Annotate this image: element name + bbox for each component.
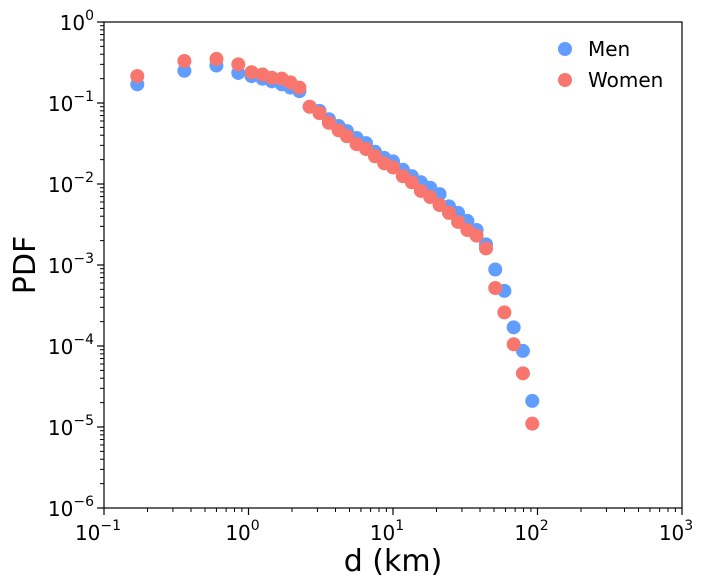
legend-marker-women [558,73,572,87]
women-data-point [432,198,447,213]
women-data-point [339,129,354,144]
y-tick-label: 10−1 [48,89,94,116]
men-data-point [488,262,503,277]
women-data-point [441,205,456,220]
x-axis-title: d (km) [344,544,443,579]
data-points [130,51,540,431]
men-data-point [525,393,540,408]
women-data-point [177,54,192,69]
x-tick-label: 101 [370,518,404,545]
women-data-point [386,160,400,175]
axis-ticks: 10−1 100 101 102 103 100 10−1 10−2 10−3 10−4 10−5 1… [48,8,693,545]
women-data-point [497,305,512,320]
women-data-point [451,214,466,229]
women-data-point [488,281,503,296]
women-data-point [404,175,419,190]
y-tick-label: 10−2 [48,170,94,197]
women-data-point [469,228,484,243]
men-data-point [506,320,521,335]
x-tick-label: 103 [659,518,693,545]
y-tick-label: 100 [60,8,94,35]
y-tick-label: 10−5 [48,413,94,440]
x-tick-label: 10−1 [75,518,121,545]
x-tick-label: 100 [225,518,259,545]
y-tick-label: 10−4 [48,332,94,359]
legend: Men Women [558,37,663,92]
women-data-point [312,106,327,121]
legend-label-women: Women [588,68,663,92]
women-data-point [292,80,307,95]
women-data-point [478,241,493,256]
women-data-point [515,366,530,381]
women-data-point [209,51,224,66]
women-data-point [244,65,259,80]
x-tick-label: 102 [514,518,548,545]
women-data-point [321,115,336,130]
women-data-point [130,69,145,84]
women-data-point [506,337,521,352]
women-data-point [231,57,246,72]
women-data-point [423,190,438,205]
women-data-point [525,416,540,431]
plot-frame [103,21,683,509]
y-axis-title: PDF [8,236,43,294]
legend-marker-men [558,42,572,56]
y-tick-label: 10−6 [48,494,94,521]
men-data-point [177,63,192,78]
legend-label-men: Men [588,37,630,61]
y-tick-label: 10−3 [48,251,94,278]
